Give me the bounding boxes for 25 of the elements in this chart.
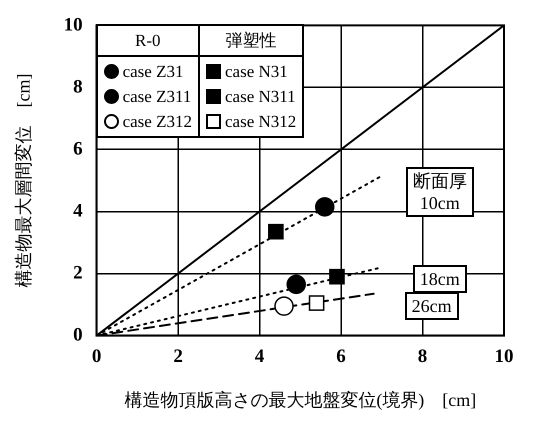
annotation: 26cm: [404, 292, 459, 320]
legend-label: case N31: [224, 61, 288, 84]
y-tick-label: 6: [73, 138, 83, 160]
x-tick-label: 0: [92, 346, 102, 367]
legend-label: case Z311: [122, 86, 192, 108]
x-tick-label: 8: [418, 346, 428, 367]
y-axis-title: 構造物最大層間変位 [cm]: [14, 74, 34, 288]
annotation: 18cm: [412, 265, 467, 294]
x-axis-title: 構造物頂版高さの最大地盤変位(境界) [cm]: [124, 390, 476, 410]
x-tick-label: 10: [494, 346, 514, 367]
y-tick-label: 2: [73, 262, 83, 284]
legend-label: case N312: [224, 111, 296, 134]
y-tick-label: 8: [73, 76, 83, 98]
legend-label: case N311: [224, 86, 296, 108]
y-tick-label: 10: [64, 14, 83, 36]
x-tick-label: 6: [336, 346, 346, 367]
x-tick-label: 4: [254, 346, 265, 367]
x-tick-label: 2: [173, 346, 183, 367]
annotation: 断面厚 10cm: [406, 166, 474, 217]
legend-label: case Z31: [122, 61, 184, 84]
annotation: 弾塑性: [198, 25, 304, 56]
y-tick-label: 0: [73, 324, 83, 346]
legend-label: case Z312: [122, 111, 192, 134]
y-tick-label: 4: [73, 200, 84, 222]
annotation: R-0: [96, 25, 199, 56]
